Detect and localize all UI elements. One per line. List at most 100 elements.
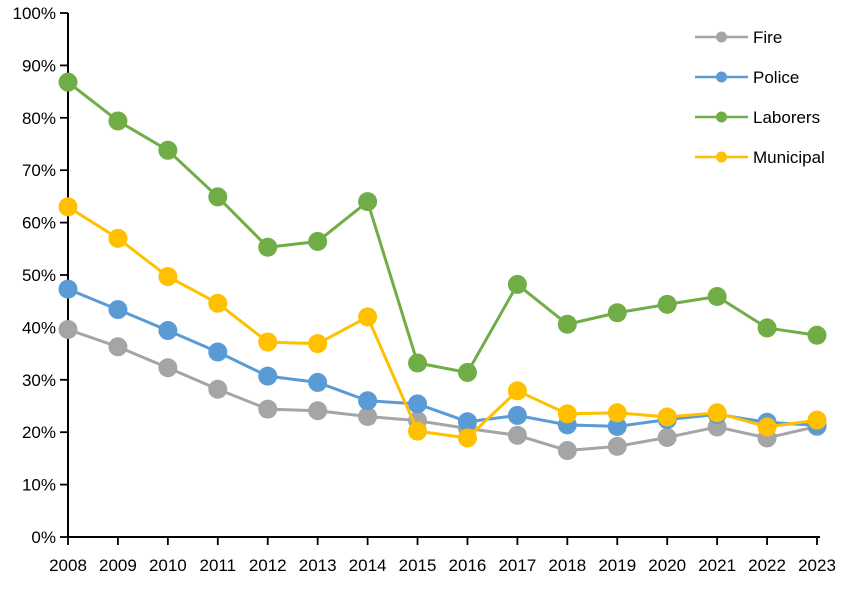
x-axis: 2008 2009 2010 2011 2012 2013 2014 2015 2016 2017… — [49, 536, 836, 575]
series-police-point — [208, 342, 228, 362]
series-laborers-point — [258, 237, 278, 257]
series-police-line — [66, 287, 819, 428]
series-fire — [58, 319, 827, 461]
x-tick-label: 2013 — [299, 556, 337, 575]
series-police-point — [607, 416, 627, 436]
x-tick-label: 2022 — [748, 556, 786, 575]
x-tick-label: 2020 — [648, 556, 686, 575]
legend: Fire Police Laborers Municipal — [695, 28, 825, 167]
x-tick-label: 2009 — [99, 556, 137, 575]
legend-item-police: Police — [695, 68, 799, 87]
x-tick-label: 2011 — [200, 556, 237, 575]
series-fire-point — [557, 441, 577, 461]
series-laborers-point — [707, 286, 727, 306]
series-municipal-point — [707, 403, 727, 423]
series-police-point — [457, 412, 477, 432]
legend-label: Municipal — [753, 148, 825, 167]
legend-marker-icon — [716, 71, 727, 83]
series-police-point — [408, 394, 428, 414]
series-laborers-point — [757, 318, 777, 338]
x-tick-label: 2010 — [149, 556, 187, 575]
y-tick-label: 40% — [22, 318, 56, 337]
x-tick-label: 2015 — [399, 556, 437, 575]
series-police-point — [507, 405, 527, 425]
series-municipal-line — [66, 205, 819, 440]
x-tick-label: 2017 — [498, 556, 536, 575]
x-tick-label: 2008 — [49, 556, 87, 575]
x-tick-label: 2018 — [548, 556, 586, 575]
series-fire-line — [66, 327, 819, 453]
series-municipal-point — [308, 334, 328, 354]
series-fire-point — [58, 319, 78, 339]
series-municipal-point — [607, 403, 627, 423]
legend-marker-icon — [716, 111, 727, 123]
series-municipal-point — [158, 267, 178, 287]
legend-label: Fire — [753, 28, 782, 47]
y-tick-label: 90% — [22, 56, 56, 75]
y-tick-label: 100% — [13, 4, 56, 23]
series-municipal-point — [408, 421, 428, 441]
series-fire-point — [607, 436, 627, 456]
y-tick-label: 60% — [22, 214, 56, 233]
y-axis: 0% 10% 20% 30% 40% 50% 60% 70% 80% 90% 100% — [13, 4, 69, 547]
series-municipal-point — [757, 417, 777, 437]
legend-marker-icon — [716, 31, 727, 43]
y-tick-label: 50% — [22, 266, 56, 285]
series-laborers-point — [208, 187, 228, 207]
series-laborers — [58, 72, 827, 382]
series-fire-point — [358, 406, 378, 426]
y-tick-label: 10% — [22, 476, 56, 495]
series-laborers-point — [308, 231, 328, 251]
series-fire-point — [258, 399, 278, 419]
series-laborers-point — [58, 72, 78, 92]
series-municipal-point — [58, 197, 78, 217]
x-tick-label: 2023 — [798, 556, 836, 575]
series-fire-point — [507, 425, 527, 445]
series-laborers-point — [457, 362, 477, 382]
series-police-point — [108, 300, 128, 320]
series-police-point — [308, 372, 328, 392]
series-municipal-point — [557, 404, 577, 424]
legend-item-municipal: Municipal — [695, 148, 825, 167]
x-tick-label: 2014 — [349, 556, 387, 575]
series-laborers-point — [557, 314, 577, 334]
y-tick-label: 20% — [22, 423, 56, 442]
series-fire-point — [108, 337, 128, 357]
series-laborers-point — [657, 294, 677, 314]
x-tick-label: 2021 — [698, 556, 736, 575]
series-municipal-point — [208, 293, 228, 313]
series-municipal-point — [457, 428, 477, 448]
series-municipal-point — [807, 410, 827, 430]
series-police-point — [58, 279, 78, 299]
y-tick-label: 0% — [31, 528, 56, 547]
series-laborers-point — [507, 274, 527, 294]
x-tick-label: 2012 — [249, 556, 287, 575]
y-tick-label: 30% — [22, 371, 56, 390]
series-fire-point — [158, 358, 178, 378]
series-laborers-point — [358, 192, 378, 212]
series-fire-point — [208, 379, 228, 399]
series-police-point — [358, 391, 378, 411]
series-police-point — [258, 366, 278, 386]
legend-label: Police — [753, 68, 799, 87]
legend-marker-icon — [716, 151, 727, 163]
series-laborers-point — [158, 140, 178, 160]
series-municipal-point — [507, 381, 527, 401]
series-police-point — [158, 321, 178, 341]
y-tick-label: 80% — [22, 109, 56, 128]
series-municipal-point — [258, 332, 278, 352]
series-fire-point — [657, 427, 677, 447]
legend-item-laborers: Laborers — [695, 108, 820, 127]
series-fire-point — [308, 401, 328, 421]
series-laborers-point — [408, 353, 428, 373]
y-tick-label: 70% — [22, 161, 56, 180]
series-laborers-point — [108, 111, 128, 131]
series-laborers-line — [66, 80, 819, 374]
series-municipal-point — [358, 307, 378, 327]
legend-item-fire: Fire — [695, 28, 782, 47]
x-tick-label: 2019 — [598, 556, 636, 575]
series-municipal-point — [657, 407, 677, 427]
series-municipal-point — [108, 228, 128, 248]
